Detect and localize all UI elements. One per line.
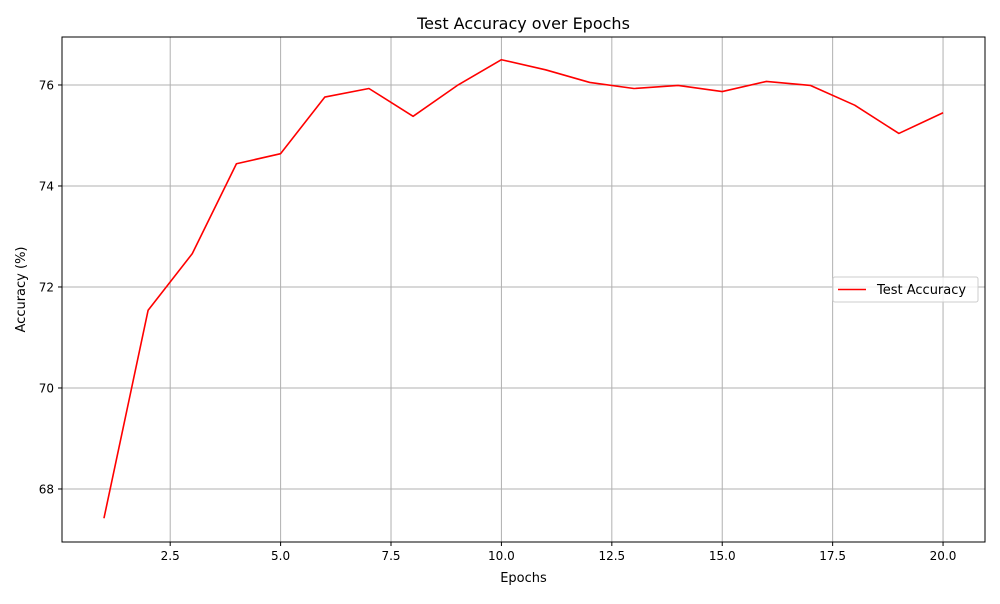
x-tick-label: 20.0 bbox=[930, 549, 957, 563]
series-layer bbox=[103, 58, 944, 519]
data-point bbox=[103, 517, 105, 519]
data-point bbox=[854, 104, 856, 106]
y-axis-label: Accuracy (%) bbox=[14, 247, 29, 333]
data-point bbox=[898, 133, 900, 135]
grid bbox=[62, 37, 985, 542]
x-tick-label: 12.5 bbox=[598, 549, 625, 563]
data-point bbox=[633, 88, 635, 90]
data-point bbox=[191, 253, 193, 255]
data-point bbox=[589, 82, 591, 84]
y-tick-label: 70 bbox=[39, 381, 54, 395]
data-point bbox=[456, 85, 458, 87]
data-point bbox=[501, 59, 503, 61]
data-point bbox=[677, 85, 679, 87]
data-point bbox=[412, 115, 414, 117]
x-tick-label: 7.5 bbox=[381, 549, 400, 563]
data-point bbox=[810, 85, 812, 87]
data-point bbox=[545, 69, 547, 71]
x-tick-label: 17.5 bbox=[819, 549, 846, 563]
y-tick-label: 76 bbox=[39, 78, 54, 92]
x-tick-label: 15.0 bbox=[709, 549, 736, 563]
plot-frame bbox=[61, 36, 986, 543]
data-point bbox=[942, 112, 944, 114]
x-axis-label: Epochs bbox=[500, 571, 547, 586]
x-tick-label: 10.0 bbox=[488, 549, 515, 563]
data-point bbox=[280, 153, 282, 155]
y-tick-label: 74 bbox=[39, 179, 54, 193]
data-point bbox=[368, 88, 370, 90]
data-point bbox=[147, 309, 149, 311]
x-tick-label: 2.5 bbox=[161, 549, 180, 563]
y-axis-ticks: 68 70 72 74 76 bbox=[39, 78, 62, 496]
x-axis-ticks: 2.5 5.0 7.5 10.0 12.5 15.0 17.5 20.0 bbox=[161, 542, 957, 563]
y-tick-label: 68 bbox=[39, 482, 54, 496]
data-point bbox=[766, 81, 768, 83]
legend-label: Test Accuracy bbox=[876, 283, 966, 298]
data-point bbox=[324, 96, 326, 98]
series-line-test-accuracy bbox=[103, 58, 944, 519]
x-tick-label: 5.0 bbox=[271, 549, 290, 563]
chart-title: Test Accuracy over Epochs bbox=[416, 14, 630, 33]
data-point bbox=[721, 91, 723, 93]
data-point bbox=[236, 163, 238, 165]
y-tick-label: 72 bbox=[39, 280, 54, 294]
legend: Test Accuracy bbox=[832, 276, 979, 303]
legend-box bbox=[832, 276, 979, 303]
